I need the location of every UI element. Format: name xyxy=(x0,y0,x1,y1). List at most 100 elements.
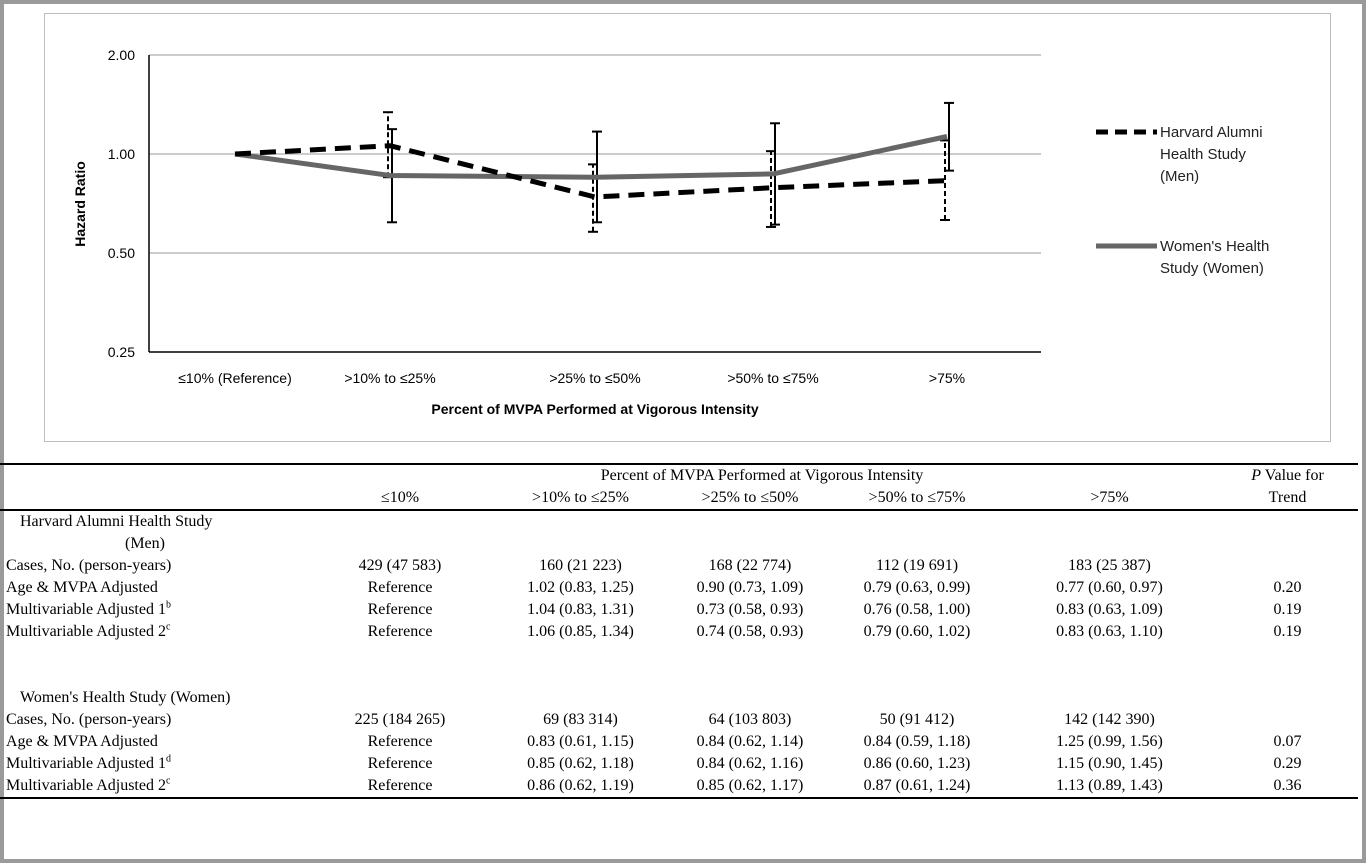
empty-cell xyxy=(493,687,668,709)
series-line xyxy=(234,143,948,200)
table-cell: 0.83 (0.63, 1.09) xyxy=(1056,601,1163,618)
table-cell: Reference xyxy=(367,601,433,618)
empty-cell xyxy=(307,687,493,709)
row-label: Cases, No. (person-years) xyxy=(6,711,172,728)
table-cell: 0.79 (0.60, 1.02) xyxy=(863,623,971,640)
y-tick-labels: 2.00 1.00 0.50 0.25 xyxy=(108,47,135,360)
table-cell: 183 (25 387) xyxy=(1068,557,1151,574)
footnote-marker: c xyxy=(165,621,171,633)
spanner-row: Percent of MVPA Performed at Vigorous In… xyxy=(0,464,1358,487)
footnote-marker: b xyxy=(165,599,171,611)
spanner-header: Percent of MVPA Performed at Vigorous In… xyxy=(600,467,924,484)
table-cell: 168 (22 774) xyxy=(708,557,792,574)
group-header-row: Harvard Alumni Health Study xyxy=(0,510,1358,533)
table-cell: 50 (91 412) xyxy=(879,711,955,728)
footnote-marker: c xyxy=(165,775,171,787)
group-title: Harvard Alumni Health Study xyxy=(20,513,213,530)
empty-cell xyxy=(1002,533,1217,555)
col-header: ≤10% xyxy=(307,487,493,511)
row-label: Age & MVPA Adjusted xyxy=(6,733,158,750)
table-cell: 0.84 (0.62, 1.16) xyxy=(696,755,804,772)
x-tick-label: >25% to ≤50% xyxy=(549,370,640,386)
y-tick-label: 0.25 xyxy=(108,344,135,360)
y-axis-label: Hazard Ratio xyxy=(72,161,88,247)
col-header: >50% to ≤75% xyxy=(832,487,1002,511)
table-cell: 429 (47 583) xyxy=(358,557,442,574)
group-header-row: (Men) xyxy=(0,533,1358,555)
p-header-1: P Value for xyxy=(1251,467,1324,484)
table-cell: 0.90 (0.73, 1.09) xyxy=(696,579,804,596)
row-label: Cases, No. (person-years) xyxy=(6,557,172,574)
table-row: Age & MVPA Adjusted Reference 0.83 (0.61, … xyxy=(0,731,1358,753)
table-cell: 0.73 (0.58, 0.93) xyxy=(696,601,804,618)
footnote-marker: d xyxy=(165,753,171,765)
table-cell: 0.86 (0.62, 1.19) xyxy=(493,775,668,799)
hazard-ratio-chart: 2.00 1.00 0.50 0.25 Hazard Ratio ≤10% (Refe… xyxy=(72,47,1269,417)
table-row: Multivariable Adjusted 2c Reference 1.06 (… xyxy=(0,621,1358,643)
table-cell: 142 (142 390) xyxy=(1064,711,1155,728)
spacer-row xyxy=(0,643,1358,687)
x-tick-label: >75% xyxy=(929,370,965,386)
legend-label: Study (Women) xyxy=(1160,260,1264,277)
p-value-cell: 0.07 xyxy=(1273,733,1302,750)
p-header-2: Trend xyxy=(1217,487,1358,511)
row-label: Multivariable Adjusted 1b xyxy=(6,599,171,618)
empty-cell xyxy=(668,687,832,709)
table-cell: 69 (83 314) xyxy=(543,711,618,728)
table-row: Multivariable Adjusted 2c Reference 0.86 (… xyxy=(0,775,1358,799)
group-title: (Men) xyxy=(125,535,165,552)
x-tick-labels: ≤10% (Reference) >10% to ≤25% >25% to ≤50%… xyxy=(178,370,965,386)
empty-cell xyxy=(1217,533,1358,555)
row-label: Age & MVPA Adjusted xyxy=(6,579,158,596)
legend-label: Harvard Alumni xyxy=(1160,124,1263,141)
row-label: Multivariable Adjusted 2c xyxy=(6,621,171,640)
table-cell: 1.25 (0.99, 1.56) xyxy=(1056,733,1163,750)
table-cell: 225 (184 265) xyxy=(354,711,446,728)
table-cell: 0.77 (0.60, 0.97) xyxy=(1056,579,1163,596)
table-cell: 160 (21 223) xyxy=(539,557,622,574)
group-header-row: Women's Health Study (Women) xyxy=(0,687,1358,709)
table-cell: Reference xyxy=(367,623,433,640)
y-tick-label: 2.00 xyxy=(108,47,135,63)
p-value-cell: 0.19 xyxy=(1273,623,1302,640)
legend-label: Women's Health xyxy=(1160,238,1269,255)
x-tick-label: >10% to ≤25% xyxy=(344,370,435,386)
row-label: Multivariable Adjusted 2c xyxy=(0,775,307,799)
x-axis-label: Percent of MVPA Performed at Vigorous In… xyxy=(431,401,758,417)
chart-panel: 2.00 1.00 0.50 0.25 Hazard Ratio ≤10% (Refe… xyxy=(44,13,1331,442)
p-value-cell xyxy=(1217,555,1358,577)
group-title: Women's Health Study (Women) xyxy=(20,689,231,706)
legend-label: (Men) xyxy=(1160,168,1199,185)
table-cell: 1.06 (0.85, 1.34) xyxy=(527,623,634,640)
legend: Harvard Alumni Health Study (Men) Women's H… xyxy=(1096,124,1269,277)
empty-cell xyxy=(668,510,832,533)
table-cell: 0.83 (0.61, 1.15) xyxy=(527,733,634,750)
table-row: Multivariable Adjusted 1d Reference 0.85 (… xyxy=(0,753,1358,775)
p-value-cell: 0.36 xyxy=(1217,775,1358,799)
empty-cell xyxy=(1002,510,1217,533)
p-value-cell: 0.29 xyxy=(1273,755,1302,772)
table-cell: Reference xyxy=(307,775,493,799)
p-value-cell xyxy=(1217,709,1358,731)
table-cell: 0.84 (0.59, 1.18) xyxy=(863,733,971,750)
empty-cell xyxy=(668,533,832,555)
table-cell: 0.85 (0.62, 1.18) xyxy=(527,755,634,772)
p-value-cell: 0.20 xyxy=(1273,579,1302,596)
empty-cell xyxy=(493,533,668,555)
table-cell: 1.04 (0.83, 1.31) xyxy=(527,601,634,618)
table-cell: 0.83 (0.63, 1.10) xyxy=(1056,623,1163,640)
y-tick-label: 1.00 xyxy=(108,146,135,162)
empty-cell xyxy=(832,687,1002,709)
empty-cell xyxy=(307,533,493,555)
empty-cell xyxy=(1217,687,1358,709)
table-cell: 0.74 (0.58, 0.93) xyxy=(696,623,804,640)
empty-cell xyxy=(1217,510,1358,533)
empty-cell xyxy=(307,510,493,533)
axes xyxy=(148,55,1041,353)
table-cell: Reference xyxy=(367,733,433,750)
empty-cell xyxy=(493,510,668,533)
col-header: >25% to ≤50% xyxy=(668,487,832,511)
table-cell: 0.79 (0.63, 0.99) xyxy=(863,579,971,596)
empty-cell xyxy=(832,510,1002,533)
legend-label: Health Study xyxy=(1160,146,1246,163)
